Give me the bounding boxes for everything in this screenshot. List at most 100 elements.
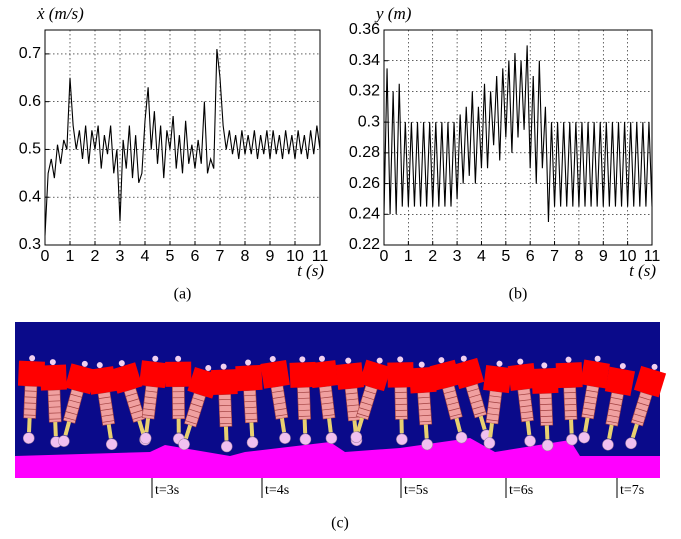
leg-stripe <box>24 402 37 404</box>
leg-stripe <box>519 405 532 408</box>
robot <box>555 356 583 446</box>
x-tick-label: 4 <box>477 248 486 265</box>
leg-stripe <box>467 388 479 393</box>
leg-stripe <box>23 408 36 410</box>
spring <box>488 422 494 438</box>
robot <box>289 356 317 446</box>
x-tick-label: 7 <box>216 248 225 265</box>
foot <box>483 437 496 449</box>
leg-stripe <box>474 411 486 416</box>
head <box>220 363 227 370</box>
leg-stripe <box>70 393 83 398</box>
leg-stripe <box>346 398 359 401</box>
y-axis-label: ẋ (m/s) <box>36 4 84 23</box>
y-tick-label: 0.26 <box>349 175 380 192</box>
robot <box>350 357 392 443</box>
caption: (b) <box>509 286 528 303</box>
head <box>205 365 212 372</box>
robot <box>58 360 97 447</box>
foot <box>279 432 291 444</box>
head <box>118 360 125 367</box>
caption-c: (c) <box>331 515 349 532</box>
head <box>418 361 425 368</box>
spring <box>569 419 574 434</box>
robot-body <box>39 364 67 391</box>
leg-stripe <box>631 419 644 424</box>
robot-body <box>87 366 117 395</box>
y-tick-label: 0.32 <box>349 83 380 100</box>
leg-stripe <box>489 395 502 398</box>
x-tick-label: 10 <box>286 248 304 265</box>
leg-stripe <box>364 390 376 395</box>
robot <box>531 362 559 452</box>
robot-body <box>110 362 143 394</box>
robot <box>309 355 339 444</box>
leg-stripe <box>487 407 500 410</box>
leg-stripe <box>419 414 432 417</box>
data-line <box>383 45 653 222</box>
foot <box>325 432 338 444</box>
leg-stripe <box>637 402 649 407</box>
x-tick-label: 3 <box>116 248 125 265</box>
robot <box>387 356 414 446</box>
spring <box>399 419 404 434</box>
time-label: t=7s <box>620 483 644 498</box>
foot <box>299 433 312 446</box>
head <box>81 360 88 367</box>
x-tick-label: 6 <box>526 248 535 265</box>
leg-stripe <box>564 404 577 406</box>
x-tick-label: 10 <box>619 248 637 265</box>
time-label: t=5s <box>404 483 428 498</box>
leg-stripe <box>445 396 458 400</box>
ground <box>15 438 660 478</box>
foot <box>455 431 468 444</box>
leg-stripe <box>607 414 620 418</box>
robot <box>139 355 168 444</box>
y-axis-label: y (m) <box>374 4 412 23</box>
robot <box>110 360 151 446</box>
leg-stripe <box>99 402 112 405</box>
foot <box>396 433 408 446</box>
head <box>460 355 467 362</box>
robot-body <box>17 360 45 387</box>
leg-stripe <box>419 420 432 423</box>
head <box>345 357 352 364</box>
x-tick-label: 9 <box>599 248 608 265</box>
leg-stripe <box>487 413 500 416</box>
robot <box>452 355 493 442</box>
spring <box>223 426 229 441</box>
x-tick-label: 1 <box>404 248 413 265</box>
x-tick-label: 11 <box>644 248 661 265</box>
foot <box>246 436 259 449</box>
head <box>438 357 445 364</box>
robot-body <box>260 360 290 389</box>
spring <box>144 418 151 433</box>
leg-stripe <box>472 405 485 410</box>
leg-stripe <box>448 407 461 412</box>
head <box>96 362 103 369</box>
y-tick-label: 0.22 <box>349 236 380 253</box>
robot-body <box>507 362 537 391</box>
robot <box>87 362 118 450</box>
y-tick-label: 0.7 <box>19 45 41 62</box>
foot <box>625 437 637 450</box>
leg-stripe <box>130 409 143 415</box>
robot-body <box>165 361 192 387</box>
head <box>397 356 404 363</box>
leg-stripe <box>347 410 360 413</box>
spring <box>630 423 639 439</box>
spring <box>454 417 462 433</box>
leg-stripe <box>521 417 534 420</box>
head <box>594 355 601 362</box>
x-tick-label: 2 <box>428 248 437 265</box>
robot-body <box>580 359 610 389</box>
x-tick-label: 11 <box>312 248 329 265</box>
leg-stripe <box>129 404 141 409</box>
robot <box>625 363 667 450</box>
robot-body <box>359 359 392 392</box>
leg-stripe <box>583 407 596 411</box>
y-tick-label: 0.36 <box>349 21 380 38</box>
robot-body <box>335 362 365 390</box>
robot <box>235 359 263 449</box>
foot <box>178 438 190 451</box>
